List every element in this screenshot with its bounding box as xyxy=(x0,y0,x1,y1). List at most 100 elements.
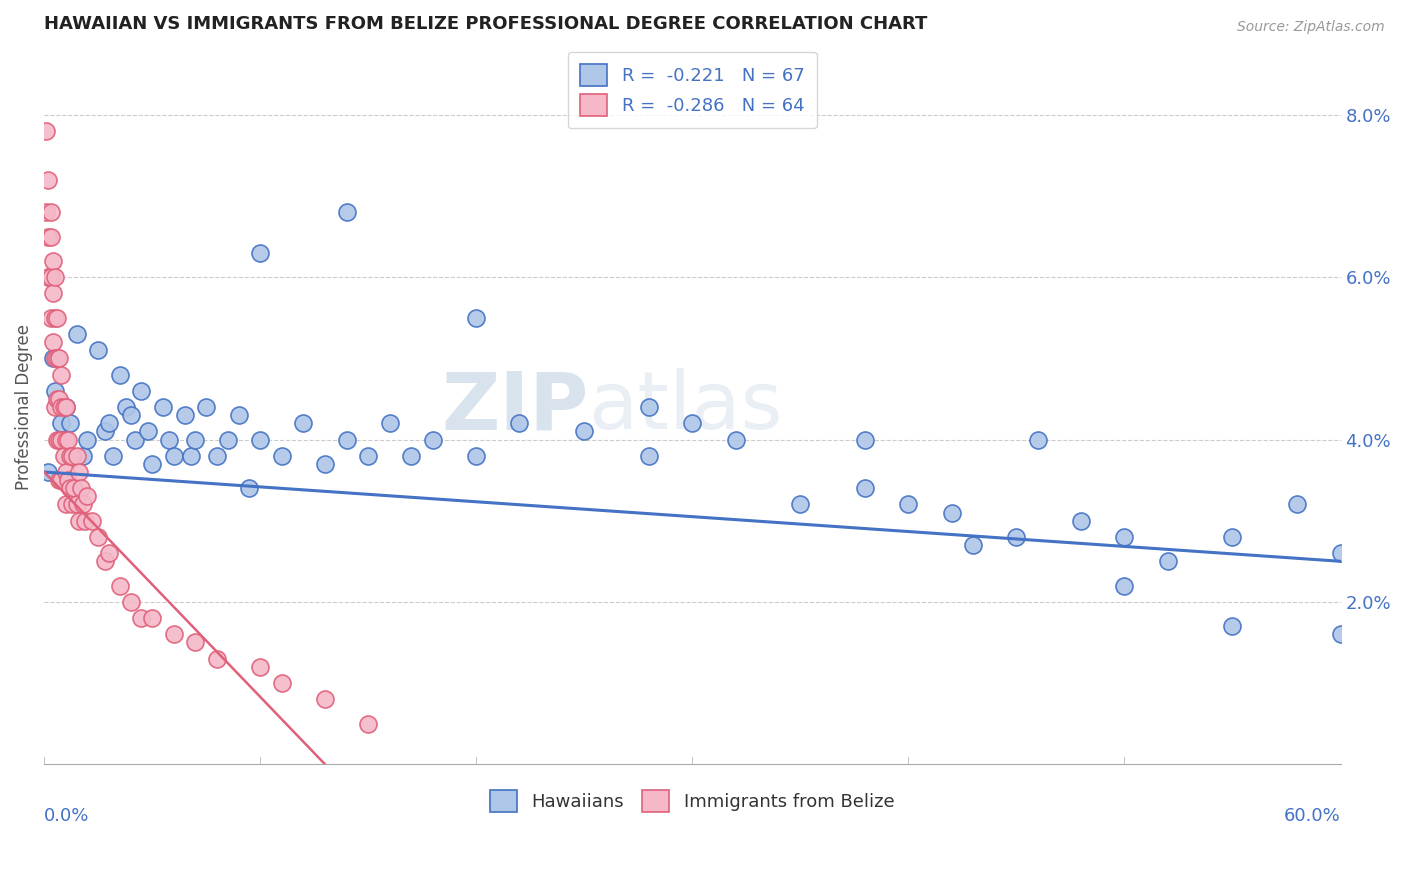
Point xyxy=(228,408,250,422)
Point xyxy=(55,498,77,512)
Point xyxy=(51,433,73,447)
Point xyxy=(292,417,315,431)
Point xyxy=(205,651,228,665)
Point xyxy=(37,465,59,479)
Point xyxy=(1070,514,1092,528)
Point xyxy=(1114,530,1136,544)
Point xyxy=(48,433,70,447)
Point xyxy=(1114,579,1136,593)
Point xyxy=(115,400,138,414)
Point xyxy=(60,449,83,463)
Point xyxy=(1329,546,1351,560)
Point xyxy=(180,449,202,463)
Point xyxy=(638,400,661,414)
Point xyxy=(314,692,336,706)
Point xyxy=(60,498,83,512)
Point xyxy=(574,425,596,439)
Point xyxy=(1005,530,1028,544)
Point xyxy=(52,400,75,414)
Point xyxy=(69,481,91,495)
Point xyxy=(97,417,120,431)
Point xyxy=(59,417,82,431)
Point xyxy=(163,449,186,463)
Point xyxy=(39,229,62,244)
Point xyxy=(55,400,77,414)
Point xyxy=(897,498,920,512)
Point xyxy=(42,286,65,301)
Point xyxy=(141,611,163,625)
Point xyxy=(124,433,146,447)
Point xyxy=(638,449,661,463)
Point xyxy=(314,457,336,471)
Text: HAWAIIAN VS IMMIGRANTS FROM BELIZE PROFESSIONAL DEGREE CORRELATION CHART: HAWAIIAN VS IMMIGRANTS FROM BELIZE PROFE… xyxy=(44,15,928,33)
Point xyxy=(108,368,131,382)
Point xyxy=(65,326,87,341)
Point xyxy=(44,400,66,414)
Point xyxy=(44,310,66,325)
Point xyxy=(270,449,292,463)
Point xyxy=(59,449,82,463)
Point xyxy=(42,351,65,366)
Point xyxy=(136,425,159,439)
Point xyxy=(93,425,115,439)
Point xyxy=(39,270,62,285)
Point xyxy=(205,449,228,463)
Point xyxy=(141,457,163,471)
Point xyxy=(159,433,181,447)
Point xyxy=(76,433,98,447)
Point xyxy=(44,270,66,285)
Point xyxy=(76,489,98,503)
Point xyxy=(48,473,70,487)
Point xyxy=(249,245,271,260)
Point xyxy=(962,538,984,552)
Point xyxy=(184,635,207,649)
Point xyxy=(93,554,115,568)
Point xyxy=(195,400,218,414)
Point xyxy=(37,229,59,244)
Point xyxy=(1222,619,1244,633)
Point xyxy=(44,384,66,398)
Point xyxy=(336,433,359,447)
Point xyxy=(422,433,444,447)
Point xyxy=(48,392,70,406)
Point xyxy=(378,417,401,431)
Point xyxy=(55,400,77,414)
Point xyxy=(163,627,186,641)
Point xyxy=(97,546,120,560)
Point xyxy=(59,481,82,495)
Point xyxy=(357,449,380,463)
Point xyxy=(42,254,65,268)
Point xyxy=(39,310,62,325)
Point xyxy=(120,595,142,609)
Point xyxy=(238,481,260,495)
Point xyxy=(72,449,94,463)
Point xyxy=(67,514,90,528)
Point xyxy=(131,384,153,398)
Point xyxy=(249,433,271,447)
Point xyxy=(56,473,79,487)
Point xyxy=(65,498,87,512)
Point xyxy=(46,433,69,447)
Point xyxy=(1222,530,1244,544)
Point xyxy=(46,310,69,325)
Point xyxy=(120,408,142,422)
Point xyxy=(853,433,876,447)
Point xyxy=(184,433,207,447)
Point xyxy=(465,449,488,463)
Point xyxy=(46,351,69,366)
Point xyxy=(87,343,110,358)
Point xyxy=(80,514,103,528)
Legend: Hawaiians, Immigrants from Belize: Hawaiians, Immigrants from Belize xyxy=(482,783,901,820)
Y-axis label: Professional Degree: Professional Degree xyxy=(15,324,32,490)
Point xyxy=(152,400,174,414)
Point xyxy=(270,676,292,690)
Point xyxy=(173,408,195,422)
Point xyxy=(724,433,747,447)
Point xyxy=(51,473,73,487)
Point xyxy=(131,611,153,625)
Point xyxy=(63,481,86,495)
Point xyxy=(37,172,59,186)
Point xyxy=(217,433,239,447)
Point xyxy=(1026,433,1049,447)
Point xyxy=(401,449,423,463)
